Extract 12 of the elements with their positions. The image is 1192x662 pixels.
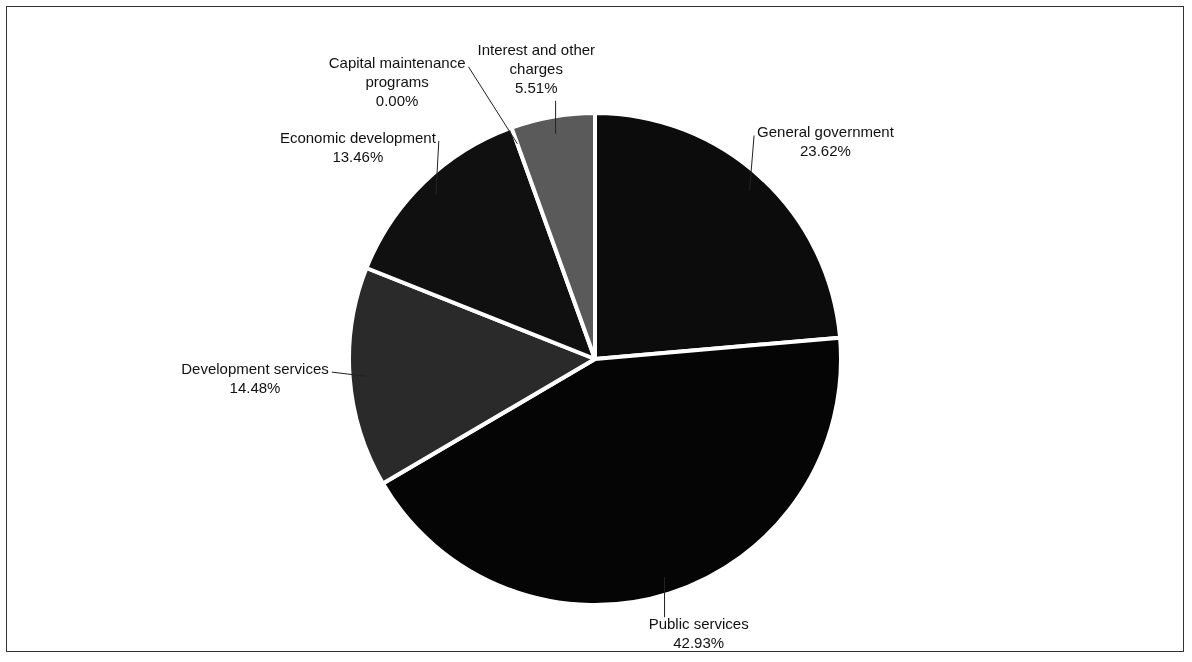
data-label: 13.46% — [332, 147, 384, 165]
data-label: 23.62% — [800, 142, 851, 160]
slice-label: Economic development — [279, 128, 437, 146]
slice-label: Development services — [181, 359, 329, 377]
slice-label: Public services — [648, 614, 749, 632]
slice-label: General government — [757, 123, 895, 141]
slice-label: Interest and other charges — [477, 41, 596, 78]
category-label: Capital maintenance programs — [328, 54, 466, 91]
data-label: 5.51% — [514, 79, 558, 97]
data-label: 14.48% — [229, 378, 281, 396]
data-label: 42.93% — [673, 633, 725, 651]
text: 0.00% — [375, 92, 419, 110]
